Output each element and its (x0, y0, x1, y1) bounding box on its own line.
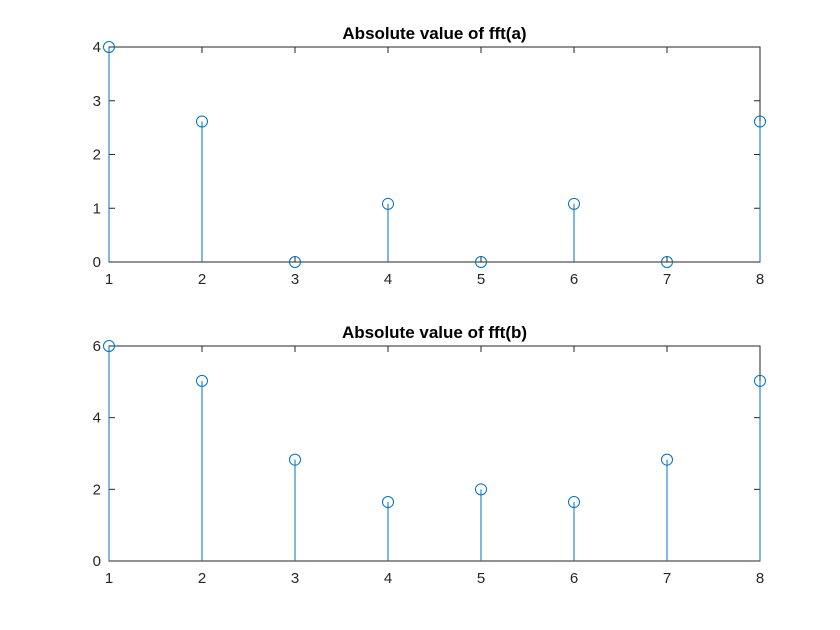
stem-marker (103, 41, 115, 53)
stem-marker (568, 197, 580, 210)
chart-title-bottom: Absolute value of fft(b) (342, 323, 527, 342)
axes-box-top (108, 46, 761, 263)
stem-marker (568, 496, 580, 509)
y-tick-label: 0 (93, 553, 101, 570)
stem-marker (196, 374, 208, 387)
stem-marker (754, 374, 766, 387)
x-tick-label: 8 (756, 570, 764, 587)
x-tick-label: 5 (477, 570, 485, 587)
stem-marker (661, 453, 673, 466)
x-tick-label: 7 (663, 570, 671, 587)
stem-marker (289, 256, 301, 268)
stem-marker (103, 340, 115, 352)
stem-marker (754, 115, 766, 128)
axes-box-bottom (108, 345, 761, 562)
stem-marker (382, 197, 394, 210)
stem-marker (475, 256, 487, 268)
stem-marker (382, 496, 394, 509)
x-tick-label: 7 (663, 271, 671, 288)
stem-marker (289, 453, 301, 466)
y-tick-label: 2 (93, 147, 101, 164)
x-tick-label: 6 (570, 570, 578, 587)
stems-bottom (103, 340, 766, 561)
stem-marker (475, 483, 487, 496)
x-tick-label: 4 (384, 271, 392, 288)
y-tick-label: 4 (93, 410, 101, 427)
stems-top (103, 41, 766, 268)
x-tick-label: 1 (105, 271, 113, 288)
y-tick-label: 1 (93, 200, 101, 217)
stem-marker (661, 256, 673, 268)
x-tick-label: 5 (477, 271, 485, 288)
x-tick-label: 4 (384, 570, 392, 587)
x-tick-label: 3 (291, 570, 299, 587)
y-tick-label: 3 (93, 93, 101, 110)
y-tick-label: 0 (93, 254, 101, 271)
y-tick-label: 2 (93, 481, 101, 498)
x-tick-label: 8 (756, 271, 764, 288)
x-tick-label: 3 (291, 271, 299, 288)
y-tick-label: 4 (93, 39, 101, 56)
x-tick-label: 6 (570, 271, 578, 288)
x-tick-label: 2 (198, 271, 206, 288)
stem-marker (196, 115, 208, 128)
x-tick-label: 2 (198, 570, 206, 587)
y-tick-label: 6 (93, 338, 101, 355)
x-tick-label: 1 (105, 570, 113, 587)
chart-title-top: Absolute value of fft(a) (342, 24, 526, 43)
subplot-bottom: Absolute value of fft(b) 1 2 3 4 5 6 7 8 0 2 4 6 (93, 323, 766, 587)
